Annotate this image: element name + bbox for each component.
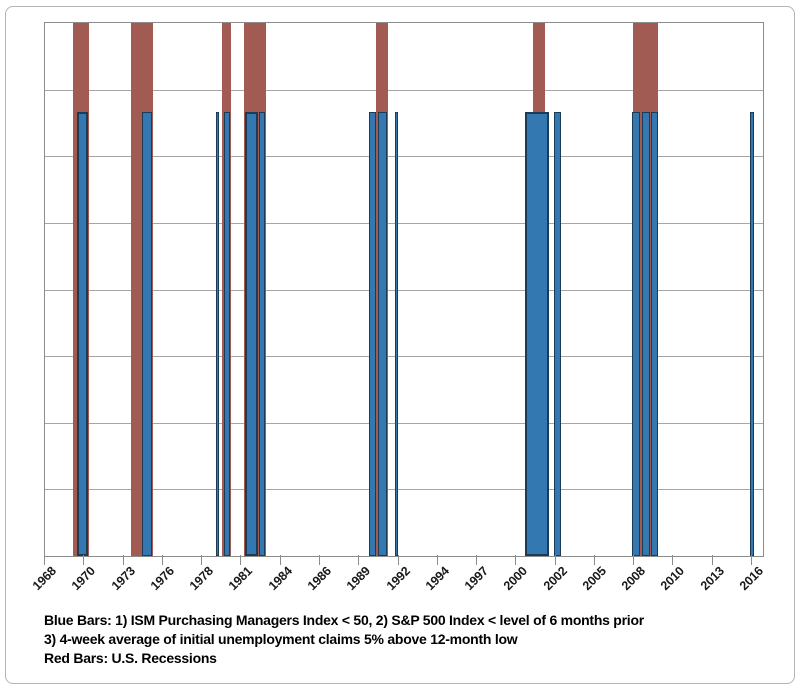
x-axis-tick [751,555,752,565]
gridline [45,422,763,424]
x-axis-tick [44,555,45,565]
gridline [45,289,763,291]
x-axis-tick [122,555,124,565]
x-axis-tick [593,555,595,565]
legend-blue-bars-line1: Blue Bars: 1) ISM Purchasing Managers In… [44,612,644,628]
signal-bar [750,111,755,556]
x-axis-tick [515,555,517,565]
footer-legend: Blue Bars: 1) ISM Purchasing Managers In… [44,611,764,668]
legend-blue-bars-line2: 3) 4-week average of initial unemploymen… [44,631,518,647]
signal-bar [651,111,658,556]
x-axis-tick [554,555,556,565]
signal-bar [369,111,377,556]
signal-bar [216,111,219,556]
x-axis-tick [711,555,713,565]
signal-bar [525,111,549,556]
signal-bar [142,111,152,556]
signal-bar [642,111,651,556]
x-axis-tick [633,555,635,565]
x-axis-tick [358,555,360,565]
signal-bar [245,111,258,556]
signal-bar [377,111,387,556]
x-axis-tick [83,555,85,565]
signal-bar [395,111,399,556]
signal-bar [258,111,266,556]
plot-area [44,22,764,557]
signal-bar [76,111,88,556]
gridline [45,489,763,491]
x-axis-tick [318,555,320,565]
signal-bar [224,111,230,556]
gridline [45,156,763,158]
x-axis-tick [476,555,478,565]
gridline [45,89,763,91]
x-axis-tick [161,555,163,565]
x-axis-tick [397,555,399,565]
x-axis-tick [240,555,242,565]
signal-bar [632,111,641,556]
x-axis-tick [672,555,674,565]
x-axis-tick [436,555,438,565]
signal-bar [554,111,562,556]
gridline [45,356,763,358]
gridline [45,222,763,224]
x-axis-tick [201,555,203,565]
x-axis-tick [279,555,281,565]
legend-red-bars: Red Bars: U.S. Recessions [44,650,217,666]
